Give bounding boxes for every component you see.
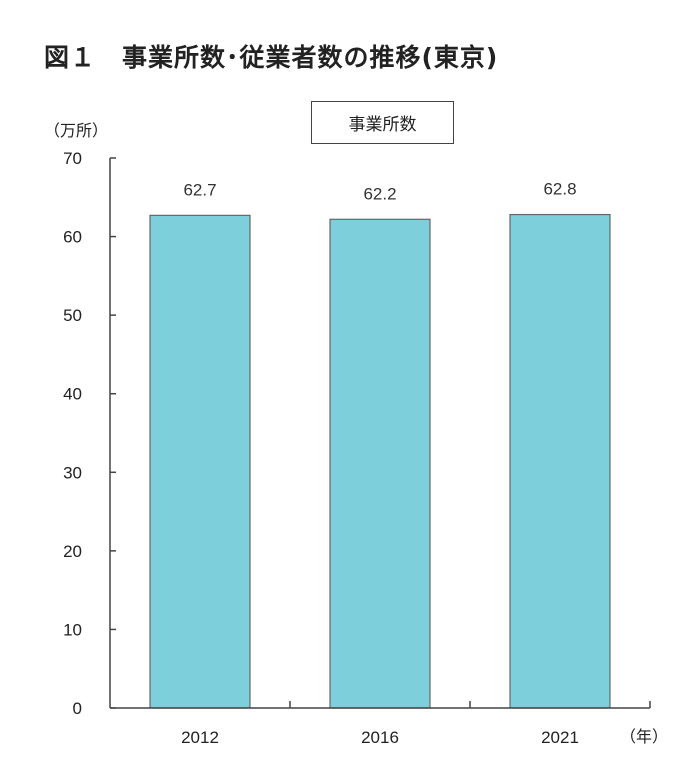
- bar: [329, 218, 431, 709]
- value-label: 62.7: [183, 180, 216, 199]
- x-tick-label: 2012: [181, 728, 219, 747]
- y-tick-label: 40: [63, 385, 82, 404]
- x-tick-label: 2016: [361, 728, 399, 747]
- legend-box: 事業所数: [311, 101, 454, 144]
- y-tick-label: 60: [63, 228, 82, 247]
- y-tick-label: 0: [73, 699, 82, 718]
- y-tick-label: 30: [63, 463, 82, 482]
- y-tick-label: 50: [63, 306, 82, 325]
- value-label: 62.2: [363, 184, 396, 203]
- bar: [149, 214, 251, 709]
- bar: [509, 213, 611, 709]
- x-axis-unit-label: （年）: [620, 727, 669, 746]
- y-tick-label: 10: [63, 620, 82, 639]
- y-tick-label: 20: [63, 542, 82, 561]
- y-axis-unit-label: （万所）: [44, 121, 109, 140]
- x-tick-label: 2021: [541, 728, 579, 747]
- legend-label: 事業所数: [348, 115, 417, 135]
- value-label: 62.8: [543, 180, 576, 199]
- y-tick-label: 70: [63, 149, 82, 168]
- chart-title: 図１ 事業所数･従業者数の推移(東京): [44, 43, 499, 72]
